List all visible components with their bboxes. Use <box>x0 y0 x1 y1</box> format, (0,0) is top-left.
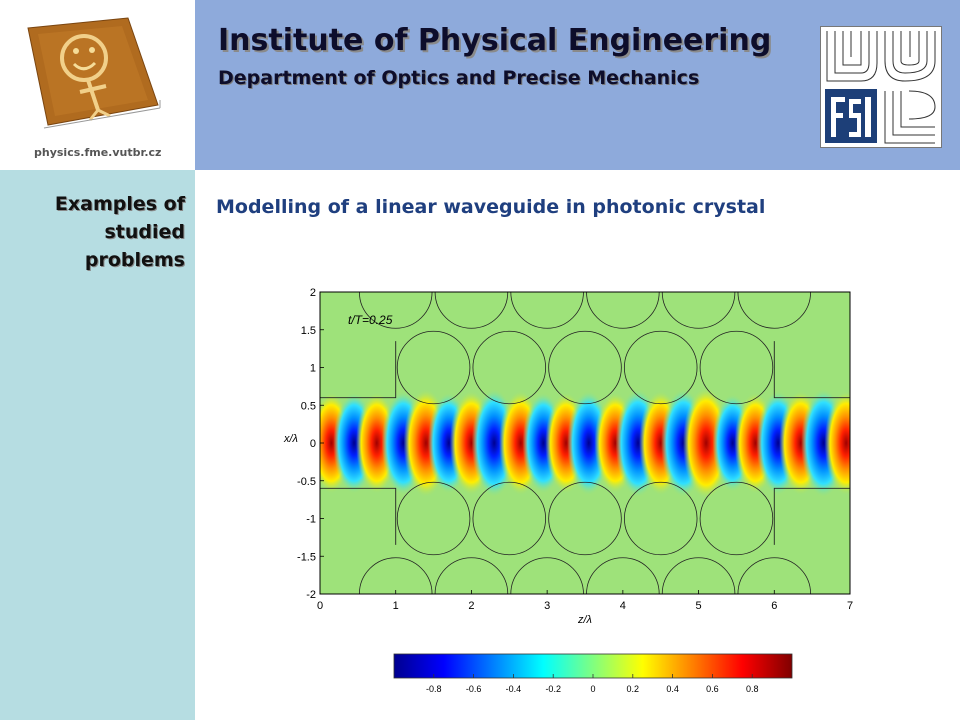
crystal-rod <box>623 330 698 405</box>
y-axis-label: x/λ <box>283 433 298 445</box>
x-tick-label: 5 <box>696 600 702 612</box>
page-heading: Modelling of a linear waveguide in photo… <box>216 196 766 218</box>
colorbar-tick-label: 0.8 <box>746 684 759 694</box>
x-tick-label: 1 <box>393 600 399 612</box>
fsi-logo <box>820 26 942 148</box>
colorbar-tick-label: 0.4 <box>666 684 679 694</box>
sidebar: Examples of studied problems <box>0 170 195 720</box>
waveguide-outline <box>320 341 850 545</box>
header-banner: Institute of Physical Engineering Depart… <box>195 0 960 170</box>
colorbar-tick-label: -0.8 <box>426 684 442 694</box>
x-tick-label: 0 <box>317 600 323 612</box>
crystal-rod <box>396 481 471 556</box>
crystal-rod <box>737 292 812 329</box>
crystal-rod <box>396 330 471 405</box>
x-tick-label: 3 <box>544 600 550 612</box>
y-tick-label: 0 <box>310 438 316 450</box>
crystal-rod <box>510 292 584 329</box>
colorbar-tick-label: -0.4 <box>506 684 522 694</box>
time-annotation: t/T=0.25 <box>348 313 393 327</box>
institute-title: Institute of Physical Engineering <box>218 23 772 58</box>
afm-smiley-logo: physics.fme.vutbr.cz <box>0 0 195 170</box>
crystal-rod <box>548 481 622 556</box>
colorbar-svg: -0.8 -0.6 -0.4 -0.2 0 0.2 0.4 0.6 0.8 <box>393 653 793 694</box>
y-tick-label: -1.5 <box>297 551 316 563</box>
y-tick-label: -1 <box>306 514 316 526</box>
field-oscillation-lobe <box>824 390 850 496</box>
colorbar-tick-label: 0 <box>590 684 595 694</box>
afm-smiley-image <box>27 17 161 129</box>
crystal-rod <box>434 557 509 594</box>
crystal-rod <box>661 292 736 329</box>
y-tick-label: -0.5 <box>297 476 316 488</box>
colorbar-tick-label: -0.6 <box>466 684 482 694</box>
crystal-rod <box>472 481 547 556</box>
y-tick-label: 2 <box>310 287 316 299</box>
y-tick-label: 0.5 <box>301 400 316 412</box>
crystal-rod <box>623 481 698 556</box>
colorbar-tick-label: 0.6 <box>706 684 719 694</box>
crystal-rod <box>737 557 812 594</box>
x-tick-label: 7 <box>847 600 853 612</box>
crystal-rod <box>661 557 736 594</box>
colorbar-tick-label: -0.2 <box>545 684 561 694</box>
x-tick-label: 2 <box>468 600 474 612</box>
section-title: Examples of studied problems <box>54 193 185 271</box>
crystal-rod <box>699 481 774 556</box>
crystal-rod <box>548 330 622 405</box>
y-tick-label: -2 <box>306 589 316 601</box>
x-tick-label: 6 <box>771 600 777 612</box>
y-tick-label: 1.5 <box>301 325 316 337</box>
site-url[interactable]: physics.fme.vutbr.cz <box>34 146 162 159</box>
x-tick-label: 4 <box>620 600 626 612</box>
crystal-rod <box>586 557 660 594</box>
x-axis-label: z/λ <box>577 614 592 626</box>
crystal-rod <box>472 330 547 405</box>
y-tick-label: 1 <box>310 363 316 375</box>
fsi-logo-graphic <box>821 27 941 147</box>
department-subtitle: Department of Optics and Precise Mechani… <box>218 67 700 89</box>
colorbar-tick-label: 0.2 <box>627 684 640 694</box>
crystal-rod <box>586 292 660 329</box>
crystal-rod <box>358 557 433 594</box>
colorbar: -0.8 -0.6 -0.4 -0.2 0 0.2 0.4 0.6 0.8 <box>390 650 800 704</box>
crystal-rod <box>510 557 584 594</box>
crystal-rod <box>699 330 774 405</box>
crystal-rod <box>434 292 509 329</box>
crystal-rod <box>358 292 433 329</box>
